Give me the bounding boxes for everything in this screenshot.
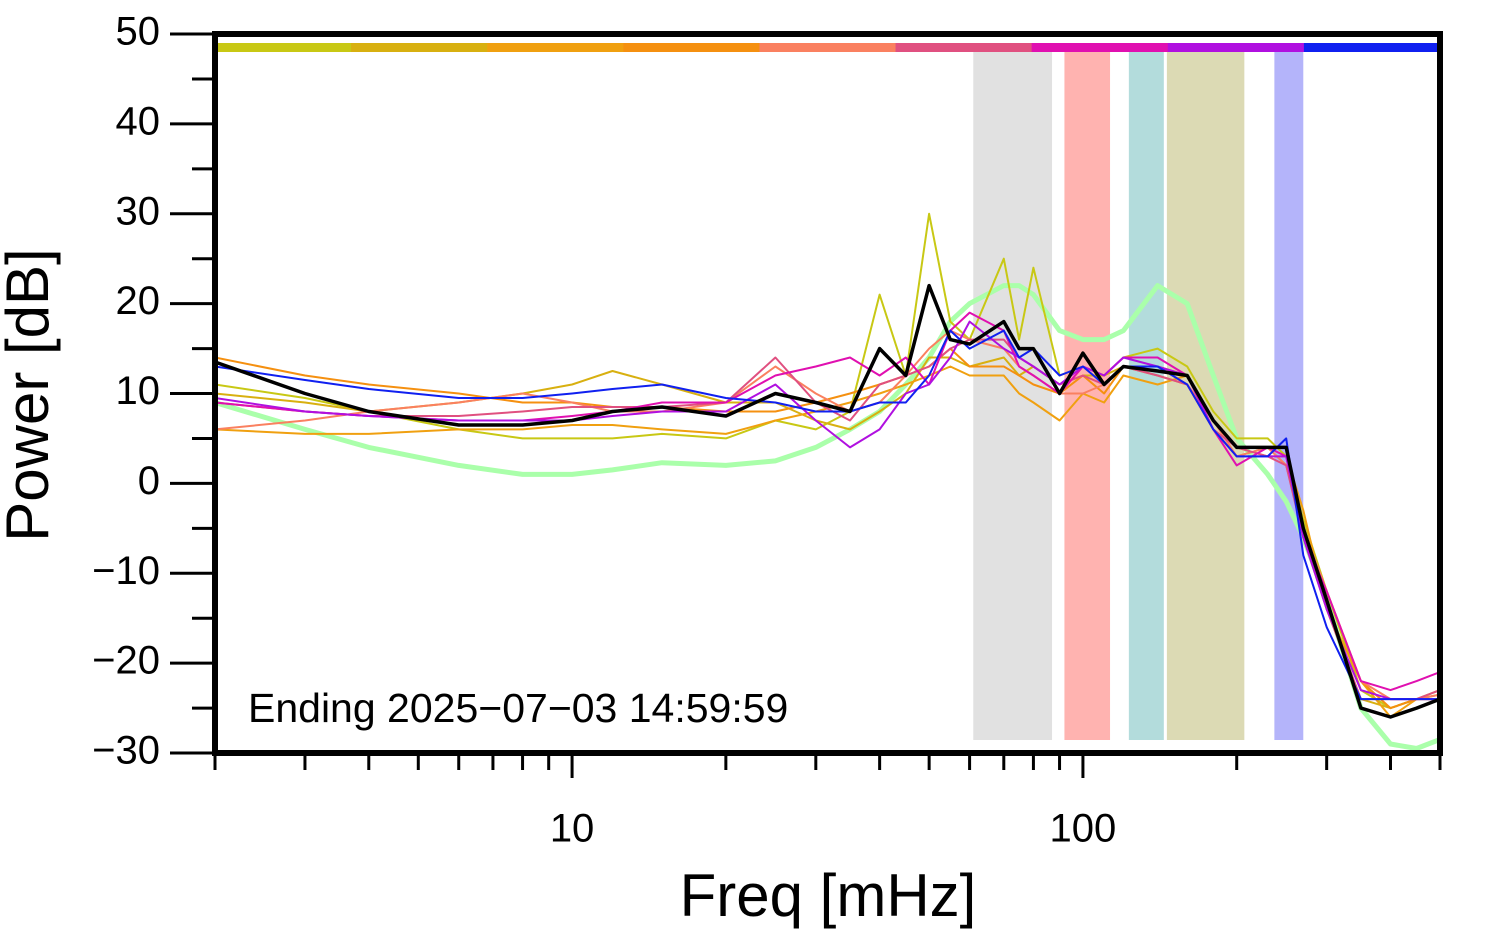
band [1128, 52, 1164, 740]
series-line [215, 329, 1440, 701]
y-tick-label: −30 [92, 729, 160, 773]
series-line [215, 311, 1440, 692]
series-line [215, 356, 1440, 710]
time-bar-segment [1031, 43, 1169, 52]
y-tick-label: −10 [92, 549, 160, 593]
y-tick-label: 50 [116, 10, 161, 54]
plot-frame [212, 31, 1443, 756]
x-axis-label: Freq [mHz] [680, 862, 977, 929]
time-bar-segment [623, 43, 760, 52]
band [1274, 52, 1304, 740]
series-line [215, 365, 1440, 718]
annotation: Ending 2025−07−03 14:59:59 [248, 685, 788, 731]
series-line [215, 347, 1440, 710]
lines [215, 212, 1440, 751]
axes: −30 −20 −10 0 10 20 30 40 50 10 100 [92, 10, 1443, 851]
band [1166, 52, 1245, 740]
series-line [215, 320, 1440, 701]
time-bar-segment [1167, 43, 1305, 52]
y-tick-label: 0 [138, 459, 160, 503]
time-bar-segment [215, 43, 352, 52]
x-tick-label: 10 [550, 807, 595, 851]
y-tick-label: 10 [116, 369, 161, 413]
y-tick-label: 20 [116, 279, 161, 323]
time-bar-segment [759, 43, 897, 52]
y-tick-label: 30 [116, 189, 161, 233]
series-line [215, 329, 1440, 701]
mean-line [215, 283, 1440, 719]
x-tick-label: 100 [1050, 807, 1117, 851]
time-bar-segment [895, 43, 1033, 52]
time-bar-segment [1303, 43, 1441, 52]
bands [973, 52, 1304, 740]
time-bar-segment [351, 43, 488, 52]
time-bar-segment [487, 43, 624, 52]
band [973, 52, 1053, 740]
y-tick-label: −20 [92, 639, 160, 683]
series-line [215, 338, 1440, 701]
y-axis-label: Power [dB] [0, 248, 61, 541]
baseline-line [215, 283, 1440, 751]
y-tick-label: 40 [116, 99, 161, 143]
